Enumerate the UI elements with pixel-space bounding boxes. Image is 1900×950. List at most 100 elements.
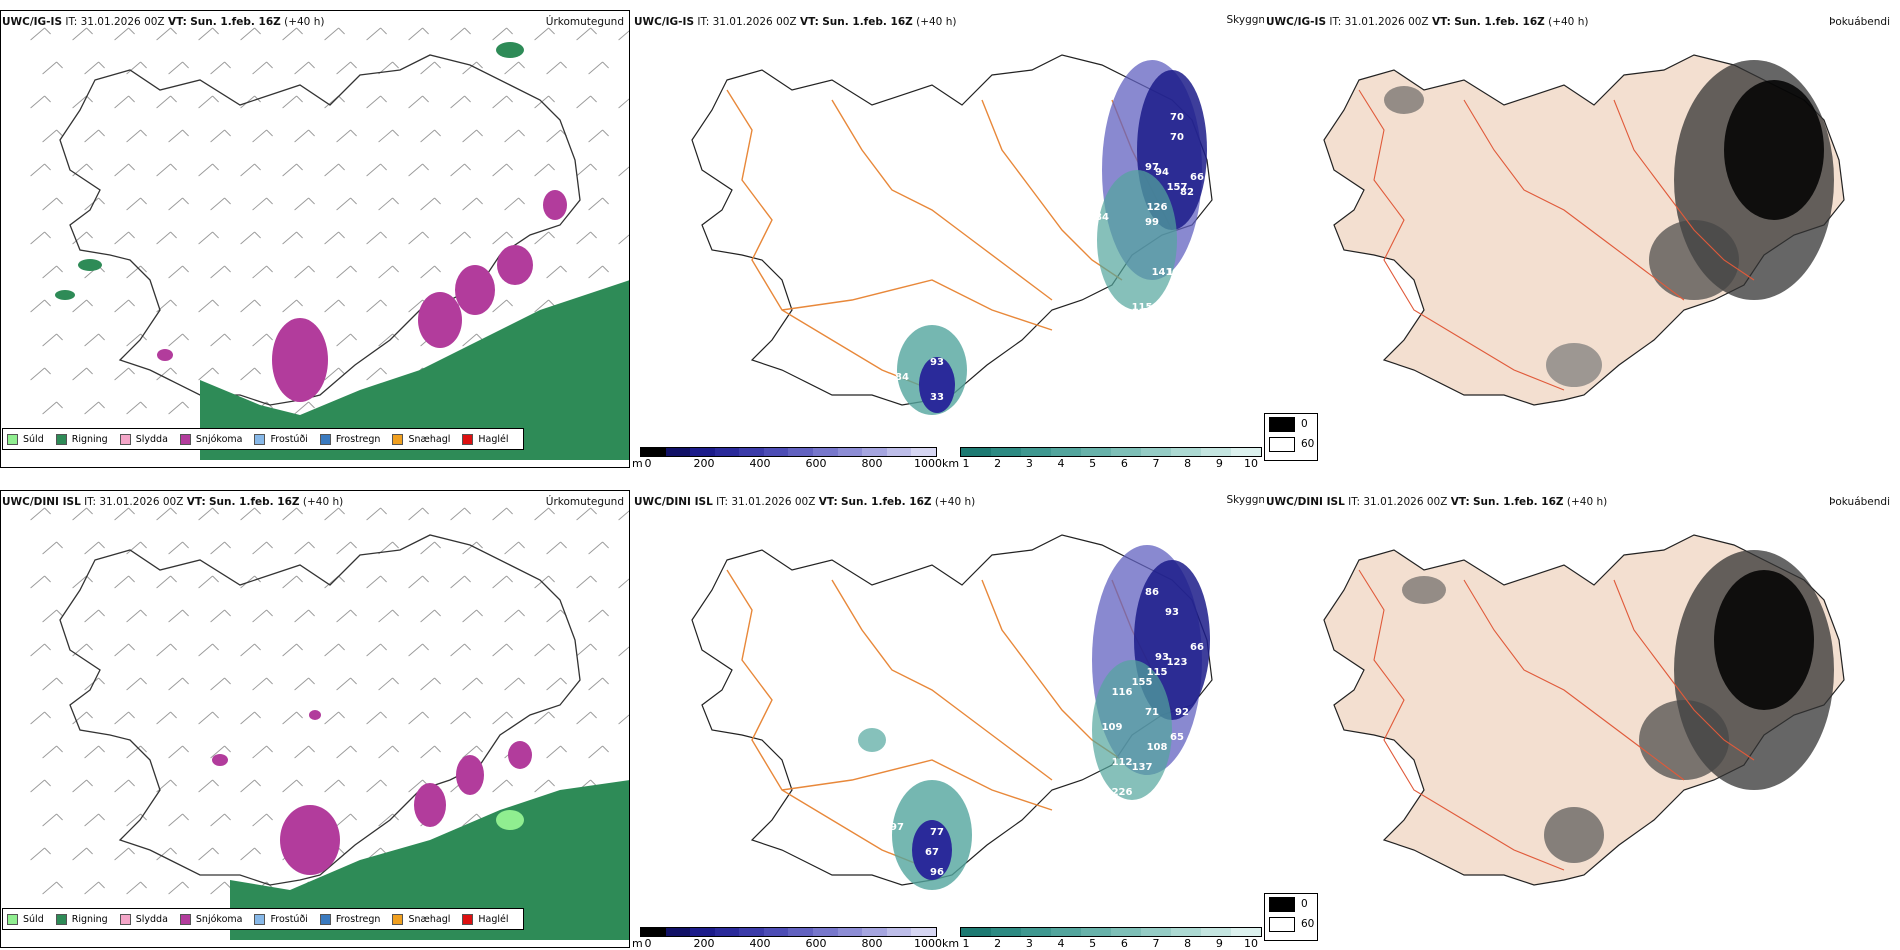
visibility-km-tick: 4: [1057, 937, 1065, 950]
panel-type-label: Þokuábendi: [1829, 496, 1890, 508]
visibility-km-tick: 5: [1089, 937, 1097, 950]
visibility-value-label: 70: [1170, 112, 1184, 123]
precip-map-row2: [0, 490, 630, 948]
visibility-value-label: 86: [1145, 587, 1159, 598]
visibility-value-label: 115: [1147, 667, 1168, 678]
visibility-value-label: 123: [1167, 657, 1188, 668]
panel-type-label: Skyggni: [1226, 494, 1269, 506]
visibility-m-tick: 1000: [914, 937, 942, 950]
visibility-m-tick: 200: [693, 937, 715, 950]
visibility-value-label: 155: [1132, 677, 1153, 688]
visibility-km-tick: 1: [962, 937, 970, 950]
visibility-km-tick: 2: [994, 937, 1002, 950]
legend-item-freezing-drizzle: Frostúði: [254, 913, 308, 925]
precip-legend-row1: Súld Rigning Slydda Snjókoma Frostúði Fr…: [2, 428, 524, 450]
legend-item-sleet: Slydda: [119, 913, 168, 925]
rain-area-row1: [55, 42, 630, 460]
visibility-value-label: 137: [1132, 762, 1153, 773]
visibility-value-label: 84: [1095, 212, 1109, 223]
visibility-value-label: 99: [1145, 217, 1159, 228]
visibility-km-tick: 6: [1120, 457, 1128, 470]
visibility-value-label: 139: [1142, 307, 1163, 318]
visibility-km-tick: 8: [1184, 457, 1192, 470]
legend-item-drizzle: Súld: [7, 913, 44, 925]
legend-item-sleet: Slydda: [119, 433, 168, 445]
visibility-panel-row1: 93 84 33 70 70 97 94 157 126 99 141 182 115 139 405 66 8…: [632, 10, 1268, 470]
legend-item-snow: Snjókoma: [179, 433, 242, 445]
visibility-m-tick: 400: [749, 457, 771, 470]
visibility-map-row1: 9384337070979415712699141182115139405668…: [632, 10, 1262, 468]
visibility-m-tick: 400: [749, 937, 771, 950]
visibility-value-label: 157: [1167, 182, 1188, 193]
visibility-value-label: 66: [1190, 642, 1204, 653]
legend-item-drizzle: Súld: [7, 433, 44, 445]
visibility-value-label: 94: [1155, 167, 1169, 178]
visibility-value-label: 92: [1175, 707, 1189, 718]
visibility-km-tick: 9: [1215, 457, 1223, 470]
fog-index-panel-row1: UWC/IG-IS IT: 31.01.2026 00Z VT: Sun. 1.…: [1264, 10, 1900, 468]
visibility-value-label: 33: [930, 392, 944, 403]
legend-item-freezing-drizzle: Frostúði: [254, 433, 308, 445]
fog-map-row1: [1264, 10, 1900, 468]
visibility-m-tick: 600: [805, 457, 827, 470]
visibility-m-tick: 0: [644, 937, 652, 950]
panel-type-label: Úrkomutegund: [545, 496, 624, 508]
fog-legend-row2: 0 60: [1264, 893, 1318, 941]
visibility-m-tick: 800: [861, 937, 883, 950]
precip-legend-row2: Súld Rigning Slydda Snjókoma Frostúði Fr…: [2, 908, 524, 930]
visibility-value-label: 112: [1112, 757, 1133, 768]
visibility-km-tick: 1: [962, 457, 970, 470]
visibility-value-label: 96: [930, 867, 944, 878]
visibility-value-label: 93: [930, 357, 944, 368]
legend-item-freezing-rain: Frostregn: [319, 433, 380, 445]
visibility-panel-row2: 77 67 96 97 86 93 93 155 115 116 123 71 92 109 112 137 1…: [632, 490, 1268, 950]
visibility-km-colorbar-row2: km 1 2 3 4 5 6 7 8 9 10: [942, 927, 1262, 950]
visibility-km-tick: 4: [1057, 457, 1065, 470]
visibility-value-label: 15: [885, 737, 899, 748]
visibility-m-tick: 1000: [914, 457, 942, 470]
visibility-value-label: 84: [895, 372, 909, 383]
visibility-km-tick: 10: [1244, 457, 1258, 470]
fog-field-row1: [1384, 60, 1834, 387]
fog-map-row2: [1264, 490, 1900, 948]
visibility-km-tick: 2: [994, 457, 1002, 470]
panel-type-label: Úrkomutegund: [545, 16, 624, 28]
visibility-value-label: 405: [1132, 327, 1153, 338]
visibility-m-colorbar-row1: m 0 200 400 600 800 1000: [632, 447, 942, 470]
fog-index-panel-row2: UWC/DINI ISL IT: 31.01.2026 00Z VT: Sun.…: [1264, 490, 1900, 948]
visibility-field-row2: [858, 545, 1210, 890]
visibility-value-label: 65: [1170, 732, 1184, 743]
visibility-m-tick: 200: [693, 457, 715, 470]
panel-title: UWC/DINI ISL IT: 31.01.2026 00Z VT: Sun.…: [1266, 496, 1608, 508]
legend-item-snow-pellets: Snæhagl: [392, 433, 450, 445]
visibility-km-tick: 10: [1244, 937, 1258, 950]
legend-item-freezing-rain: Frostregn: [319, 913, 380, 925]
panel-title: UWC/DINI ISL IT: 31.01.2026 00Z VT: Sun.…: [634, 496, 976, 508]
visibility-km-tick: 7: [1152, 457, 1160, 470]
panel-title: UWC/DINI ISL IT: 31.01.2026 00Z VT: Sun.…: [2, 496, 344, 508]
visibility-km-tick: 3: [1025, 457, 1033, 470]
visibility-value-label: 97: [890, 822, 904, 833]
legend-item-rain: Rigning: [55, 913, 108, 925]
visibility-value-label: 126: [1147, 202, 1168, 213]
precip-type-panel-row1: UWC/IG-IS IT: 31.01.2026 00Z VT: Sun. 1.…: [0, 10, 630, 468]
panel-title: UWC/IG-IS IT: 31.01.2026 00Z VT: Sun. 1.…: [1266, 16, 1589, 28]
legend-item-snow: Snjókoma: [179, 913, 242, 925]
fog-legend-row1: 0 60: [1264, 413, 1318, 461]
visibility-value-label: 93: [1165, 607, 1179, 618]
visibility-km-tick: 7: [1152, 937, 1160, 950]
legend-item-hail: Haglél: [462, 913, 509, 925]
visibility-value-label: 182: [1167, 267, 1188, 278]
visibility-field-row1: [897, 60, 1207, 415]
panel-title: UWC/IG-IS IT: 31.01.2026 00Z VT: Sun. 1.…: [2, 16, 325, 28]
visibility-m-tick: 800: [861, 457, 883, 470]
visibility-value-label: 108: [1147, 742, 1168, 753]
snow-area-row1: [157, 190, 567, 402]
visibility-value-label: 93: [1155, 652, 1169, 663]
visibility-value-label: 67: [925, 847, 939, 858]
panel-type-label: Skyggni: [1226, 14, 1269, 26]
visibility-value-label: 226: [1112, 787, 1133, 798]
visibility-m-tick: 600: [805, 937, 827, 950]
